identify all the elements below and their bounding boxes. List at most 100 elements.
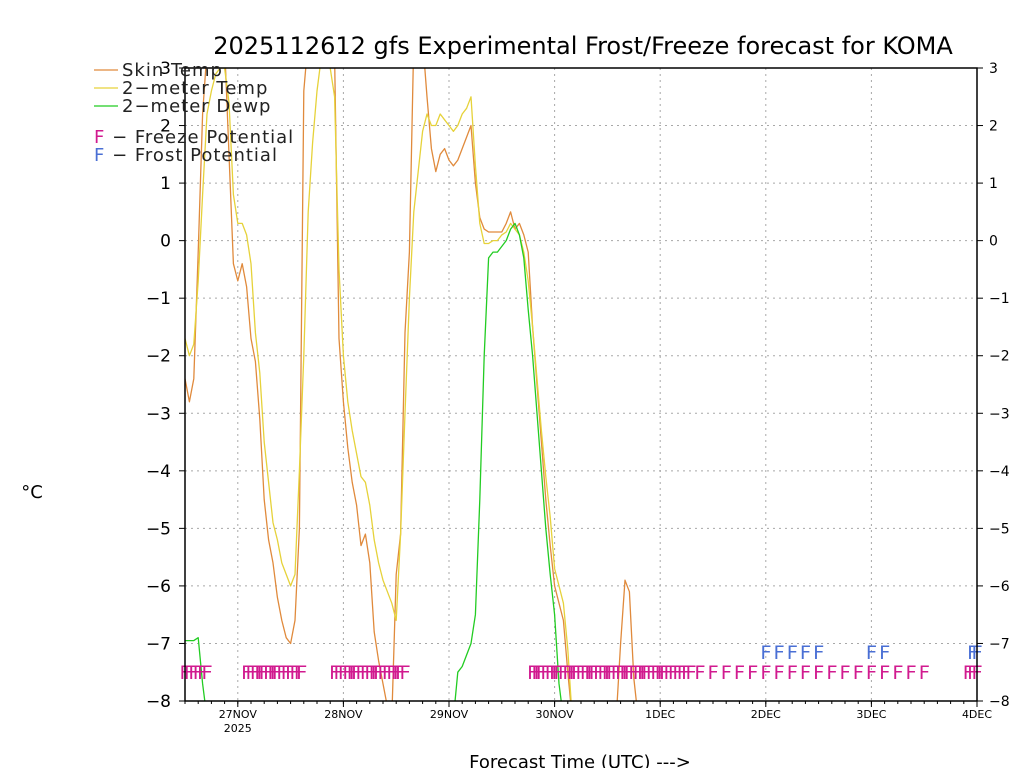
y-tick-label: 3 <box>160 59 171 79</box>
y-tick-label: −7 <box>146 634 171 654</box>
freeze-potential-marker: F <box>624 662 635 684</box>
freeze-potential-marker: F <box>256 662 267 684</box>
frost-potential-marker: F <box>800 642 811 664</box>
freeze-potential-marker: F <box>773 662 784 684</box>
y-tick-label: −6 <box>146 577 171 597</box>
y-tick-label-right: −3 <box>989 406 1010 422</box>
frost-potential-marker: F <box>760 642 771 664</box>
freeze-potential-marker: F <box>606 662 617 684</box>
freeze-potential-marker: F <box>351 662 362 684</box>
freeze-potential-marker: F <box>628 662 639 684</box>
freeze-potential-marker: F <box>619 662 630 684</box>
freeze-potential-marker: F <box>650 662 661 684</box>
freeze-potential-marker: F <box>399 662 410 684</box>
freeze-potential-marker: F <box>747 662 758 684</box>
freeze-potential-marker: F <box>879 662 890 684</box>
freeze-potential-marker: F <box>681 662 692 684</box>
freeze-potential-marker: F <box>188 662 199 684</box>
y-tick-label-right: 1 <box>989 176 998 192</box>
freeze-potential-marker: F <box>197 662 208 684</box>
freeze-potential-marker: F <box>540 662 551 684</box>
freeze-potential-marker: F <box>760 662 771 684</box>
y-tick-label: −1 <box>146 289 171 309</box>
x-tick-label: 1DEC <box>645 708 675 721</box>
freeze-potential-marker: F <box>866 662 877 684</box>
freeze-potential-marker: F <box>602 662 613 684</box>
freeze-potential-marker: F <box>610 662 621 684</box>
freeze-potential-marker: F <box>632 662 643 684</box>
frost-potential-marker: F <box>786 642 797 664</box>
freeze-potential-marker: F <box>263 662 274 684</box>
freeze-potential-marker: F <box>368 662 379 684</box>
freeze-potential-marker: F <box>905 662 916 684</box>
freeze-potential-marker: F <box>639 662 650 684</box>
x-tick-label: 29NOV <box>430 708 469 721</box>
freeze-potential-marker: F <box>604 662 615 684</box>
freeze-potential-marker: F <box>672 662 683 684</box>
x-tick-label: 28NOV <box>324 708 363 721</box>
axes: −8 −8 −7 −7 −6 −6 −5 −5 −4 −4 −3 −3 −2 −2 −1 −1 0 0 1 1 2 2 3 3… <box>146 59 1010 735</box>
y-tick-label: 2 <box>160 117 171 137</box>
freeze-potential-marker: F <box>329 662 340 684</box>
freeze-potential-marker: F <box>685 662 696 684</box>
freeze-potential-marker: F <box>593 662 604 684</box>
freeze-potential-marker: F <box>338 662 349 684</box>
plot-frame <box>184 67 978 702</box>
freeze-potential-marker: F <box>668 662 679 684</box>
freeze-potential-marker: F <box>296 662 307 684</box>
freeze-potential-marker: F <box>967 662 978 684</box>
freeze-potential-marker: F <box>342 662 353 684</box>
freeze-potential-marker: F <box>694 662 705 684</box>
freeze-potential-marker: F <box>918 662 929 684</box>
freeze-potential-marker: F <box>355 662 366 684</box>
freeze-potential-marker: F <box>637 662 648 684</box>
freeze-potential-marker: F <box>734 662 745 684</box>
freeze-potential-marker: F <box>269 662 280 684</box>
frost-potential-marker: F <box>879 642 890 664</box>
freeze-potential-marker: F <box>562 662 573 684</box>
y-tick-label: −3 <box>146 404 171 424</box>
freeze-potential-marker: F <box>390 662 401 684</box>
freeze-potential-marker: F <box>962 662 973 684</box>
freeze-potential-marker: F <box>531 662 542 684</box>
freeze-potential-marker: F <box>393 662 404 684</box>
freeze-potential-marker: F <box>586 662 597 684</box>
freeze-potential-marker: F <box>549 662 560 684</box>
freeze-potential-marker: F <box>377 662 388 684</box>
freeze-potential-marker: F <box>707 662 718 684</box>
freeze-potential-marker: F <box>571 662 582 684</box>
y-tick-label: −8 <box>146 692 171 712</box>
y-tick-label: −5 <box>146 519 171 539</box>
y-tick-label-right: −1 <box>989 291 1010 307</box>
x-tick-label: 30NOV <box>535 708 574 721</box>
y-tick-label-right: −2 <box>989 349 1010 365</box>
freeze-potential-marker: F <box>657 662 668 684</box>
x-tick-label: 2DEC <box>751 708 781 721</box>
freeze-potential-marker: F <box>250 662 261 684</box>
freeze-potential-marker: F <box>575 662 586 684</box>
freeze-potential-marker: F <box>544 662 555 684</box>
x-tick-label: 3DEC <box>856 708 886 721</box>
freeze-potential-marker: F <box>551 662 562 684</box>
freeze-potential-marker: F <box>527 662 538 684</box>
series-line-skin-temp <box>185 68 637 701</box>
freeze-potential-marker: F <box>245 662 256 684</box>
y-tick-label-right: 3 <box>989 61 998 77</box>
freeze-potential-marker: F <box>615 662 626 684</box>
freeze-potential-marker: F <box>241 662 252 684</box>
freeze-potential-marker: F <box>371 662 382 684</box>
y-tick-label: 0 <box>160 232 171 252</box>
legend-label: Skin Temp <box>122 60 223 81</box>
y-tick-label-right: −7 <box>989 636 1010 652</box>
freeze-potential-marker: F <box>852 662 863 684</box>
freeze-potential-marker: F <box>892 662 903 684</box>
freeze-potential-marker: F <box>569 662 580 684</box>
y-tick-label-right: 0 <box>989 234 998 250</box>
freeze-potential-marker: F <box>382 662 393 684</box>
freeze-potential-marker: F <box>280 662 291 684</box>
freeze-potential-marker: F <box>272 662 283 684</box>
y-tick-label: −2 <box>146 347 171 367</box>
